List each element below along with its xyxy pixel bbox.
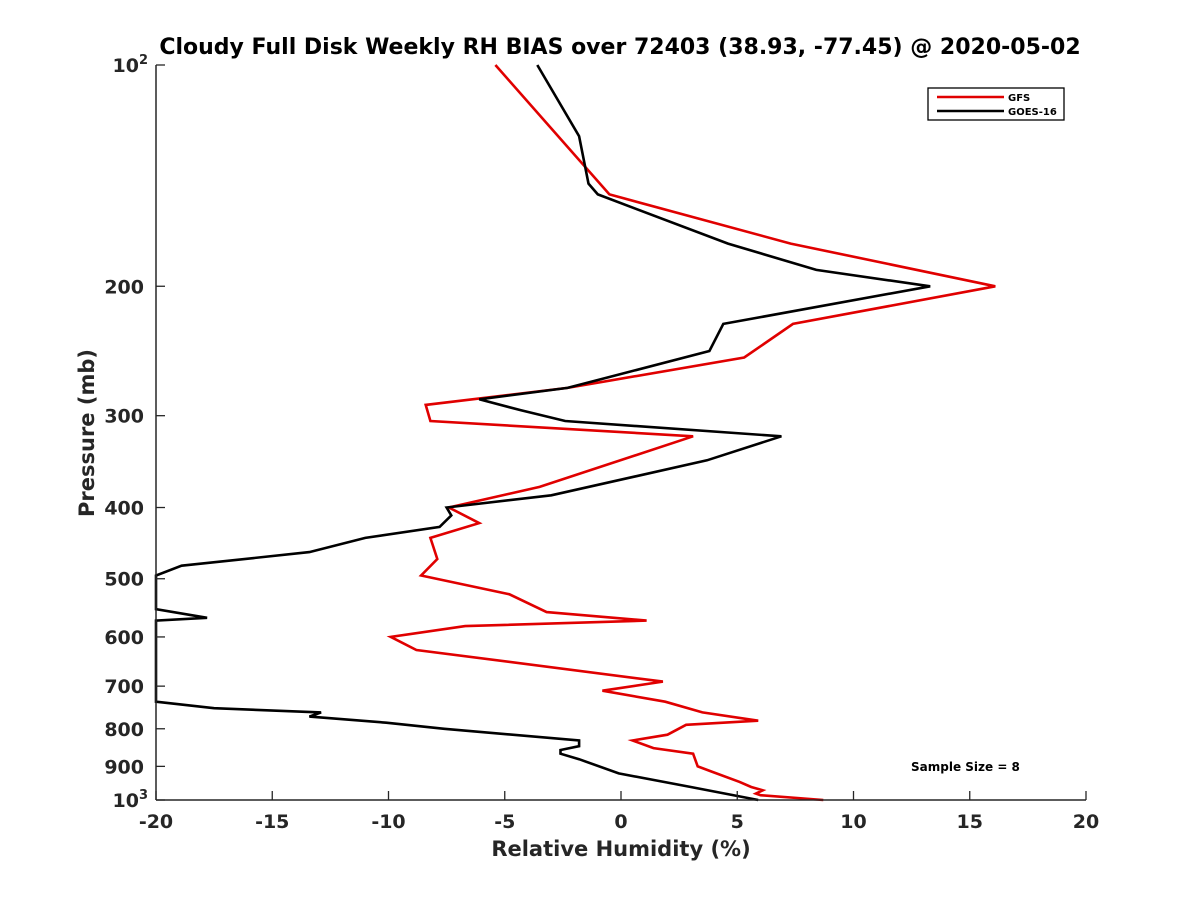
x-tick-label: 10 [840, 811, 866, 833]
y-tick-label: 102 [113, 53, 149, 77]
legend-label-gfs: GFS [1008, 93, 1030, 104]
chart-title: Cloudy Full Disk Weekly RH BIAS over 724… [159, 35, 1080, 60]
x-tick-label: -10 [371, 811, 405, 833]
x-tick-label: 15 [957, 811, 983, 833]
y-tick-label: 400 [104, 498, 144, 520]
y-tick-label: 300 [104, 406, 144, 428]
legend: GFS GOES-16 [927, 87, 1065, 121]
y-tick-label: 200 [104, 276, 144, 298]
plot-lines [154, 64, 996, 802]
y-tick-label: 900 [104, 756, 144, 778]
y-axis-title: Pressure (mb) [75, 349, 99, 517]
y-tick-label: 103 [113, 788, 149, 812]
x-tick-label: -20 [139, 811, 173, 833]
y-tick-label: 500 [104, 569, 144, 591]
x-ticks: -20 -15 -10 -5 0 5 10 15 20 [139, 791, 1099, 833]
x-tick-label: -15 [255, 811, 289, 833]
legend-box [927, 87, 1065, 121]
y-tick-label: 800 [104, 719, 144, 741]
x-tick-label: 5 [731, 811, 744, 833]
y-ticks: 102 200 300 400 500 600 700 800 900 103 [104, 53, 165, 812]
x-tick-label: -5 [494, 811, 515, 833]
x-axis-title: Relative Humidity (%) [491, 837, 750, 861]
x-tick-label: 0 [614, 811, 627, 833]
series-line-goes16 [154, 64, 931, 802]
y-tick-label: 600 [104, 627, 144, 649]
sample-size-annotation: Sample Size = 8 [911, 760, 1020, 774]
legend-label-goes16: GOES-16 [1008, 107, 1057, 118]
x-tick-label: 20 [1073, 811, 1099, 833]
y-tick-label: 700 [104, 676, 144, 698]
